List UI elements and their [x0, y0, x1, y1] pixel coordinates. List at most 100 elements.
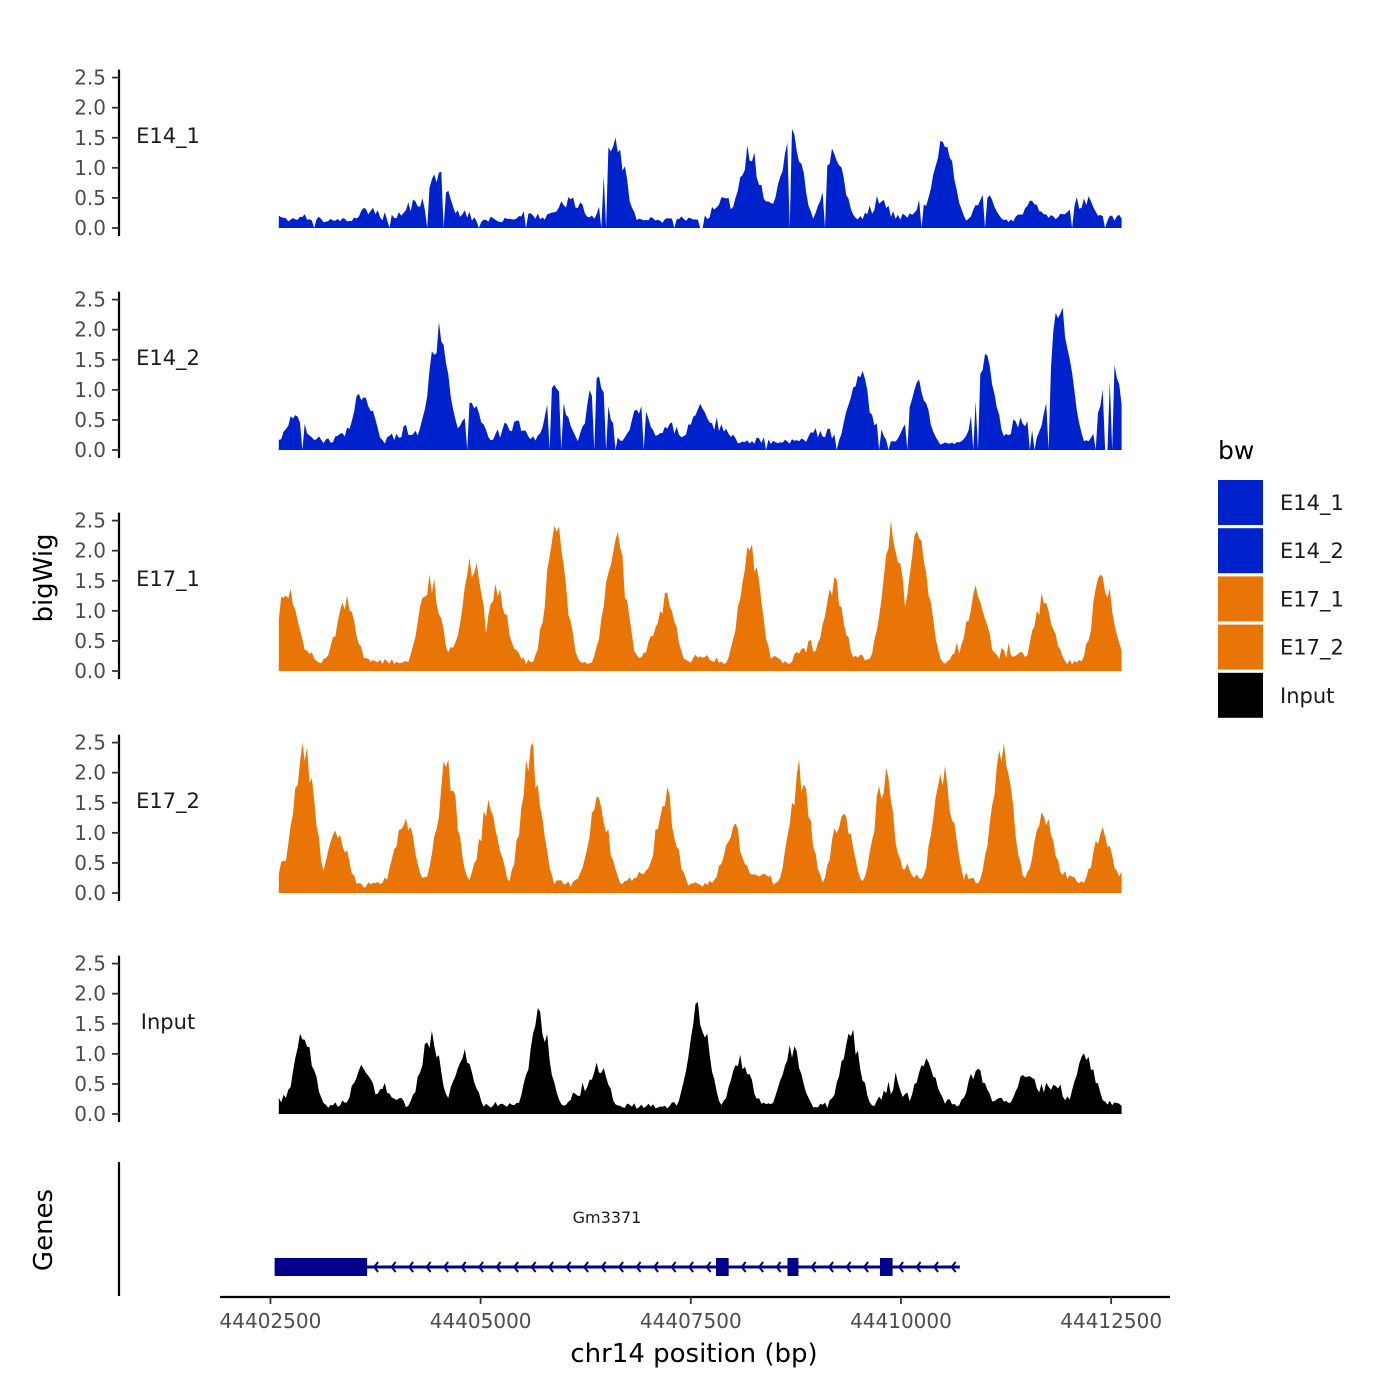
legend-label-Input: Input [1280, 684, 1334, 708]
signal-area-E17_1 [278, 520, 1122, 671]
track-label: E14_1 [136, 124, 200, 149]
strand-arrow [862, 1261, 869, 1273]
y-tick-label: 2.0 [74, 318, 106, 342]
legend-label-E17_1: E17_1 [1280, 587, 1344, 612]
legend-title: bw [1218, 436, 1254, 465]
y-tick-label: 2.5 [74, 66, 106, 90]
strand-arrow [530, 1261, 537, 1273]
gene-exon [716, 1258, 729, 1276]
strand-arrow [617, 1261, 624, 1273]
y-tick-label: 0.5 [74, 851, 106, 875]
legend-swatch-E17_2 [1218, 624, 1263, 670]
genes-panel-label: Genes [29, 1189, 59, 1271]
strand-arrow [547, 1261, 554, 1273]
legend-swatch-E17_1 [1218, 576, 1263, 622]
strand-arrow [407, 1261, 414, 1273]
x-tick-label: 44412500 [1060, 1309, 1162, 1333]
y-tick-label: 1.5 [74, 348, 106, 372]
strand-arrow [635, 1261, 642, 1273]
strand-arrow [425, 1261, 432, 1273]
strand-arrow [897, 1261, 904, 1273]
strand-arrow [565, 1261, 572, 1273]
strand-arrow [705, 1261, 712, 1273]
strand-arrow [600, 1261, 607, 1273]
strand-arrow [390, 1261, 397, 1273]
strand-arrow [495, 1261, 502, 1273]
strand-arrow [687, 1261, 694, 1273]
y-tick-label: 1.5 [74, 569, 106, 593]
signal-area-E14_1 [278, 128, 1122, 228]
strand-arrow [372, 1261, 379, 1273]
track-label: E17_1 [136, 567, 200, 592]
strand-arrow [740, 1261, 747, 1273]
strand-arrow [582, 1261, 589, 1273]
track-E14_1: 0.0 0.5 1.0 1.5 2.0 2.5 E14_1 [74, 66, 1122, 240]
track-Input: 0.0 0.5 1.0 1.5 2.0 2.5 Input [74, 952, 1122, 1126]
gene-exon [879, 1258, 893, 1276]
y-tick-label: 1.5 [74, 126, 106, 150]
y-tick-label: 2.0 [74, 761, 106, 785]
strand-arrow [845, 1261, 852, 1273]
tracks-layer: 0.0 0.5 1.0 1.5 2.0 2.5 E14_1 0.0 0.5 1.0 1.5 2.0 2.… [74, 66, 1122, 1126]
strand-arrow [442, 1261, 449, 1273]
strand-arrow [477, 1261, 484, 1273]
track-E14_2: 0.0 0.5 1.0 1.5 2.0 2.5 E14_2 [74, 288, 1122, 462]
x-tick-label: 44407500 [640, 1309, 742, 1333]
x-tick-label: 44410000 [850, 1309, 952, 1333]
x-axis-title: chr14 position (bp) [570, 1339, 817, 1369]
legend-swatch-E14_2 [1218, 528, 1263, 574]
legend-label-E14_1: E14_1 [1280, 491, 1344, 516]
y-tick-label: 2.5 [74, 509, 106, 533]
y-tick-label: 1.5 [74, 791, 106, 815]
y-tick-label: 1.0 [74, 1042, 106, 1066]
y-axis-title: bigWig [29, 533, 59, 622]
y-tick-label: 1.5 [74, 1012, 106, 1036]
x-axis: 44402500 44405000 44407500 44410000 44412500 [220, 1295, 1170, 1333]
track-E17_1: 0.0 0.5 1.0 1.5 2.0 2.5 E17_1 [74, 509, 1122, 683]
strand-arrow [827, 1261, 834, 1273]
y-tick-label: 1.0 [74, 378, 106, 402]
legend-swatch-Input [1218, 672, 1263, 718]
y-tick-label: 0.5 [74, 1072, 106, 1096]
y-tick-label: 0.0 [74, 659, 106, 683]
track-label: E14_2 [136, 346, 200, 371]
track-E17_2: 0.0 0.5 1.0 1.5 2.0 2.5 E17_2 [74, 731, 1122, 905]
legend-label-E14_2: E14_2 [1280, 539, 1344, 564]
y-tick-label: 1.0 [74, 821, 106, 845]
strand-arrow [670, 1261, 677, 1273]
strand-arrow [652, 1261, 659, 1273]
gene-exon [274, 1258, 368, 1276]
strand-arrow [915, 1261, 922, 1273]
legend: bw E14_1 E14_2 E17_1 E17_2 Input [1218, 436, 1344, 718]
genes-panel: Genes Gm3371 [29, 1162, 960, 1296]
x-tick-label: 44402500 [220, 1309, 322, 1333]
y-tick-label: 0.5 [74, 629, 106, 653]
strand-arrow [757, 1261, 764, 1273]
strand-arrow [512, 1261, 519, 1273]
y-tick-label: 0.0 [74, 881, 106, 905]
x-tick-label: 44405000 [430, 1309, 532, 1333]
y-tick-label: 0.5 [74, 408, 106, 432]
y-tick-label: 0.0 [74, 216, 106, 240]
y-tick-label: 1.0 [74, 599, 106, 623]
legend-swatch-E14_1 [1218, 480, 1263, 525]
y-tick-label: 0.0 [74, 1102, 106, 1126]
y-tick-label: 1.0 [74, 156, 106, 180]
y-tick-label: 0.0 [74, 438, 106, 462]
track-label: E17_2 [136, 789, 200, 814]
y-tick-label: 0.5 [74, 186, 106, 210]
strand-arrow [950, 1261, 957, 1273]
strand-arrow [810, 1261, 817, 1273]
y-tick-label: 2.0 [74, 96, 106, 120]
strand-arrow [460, 1261, 467, 1273]
signal-area-E14_2 [278, 307, 1122, 450]
strand-arrow [932, 1261, 939, 1273]
y-tick-label: 2.0 [74, 982, 106, 1006]
gene-exon [787, 1258, 799, 1276]
track-label: Input [141, 1010, 195, 1034]
gene-name-label: Gm3371 [573, 1208, 642, 1227]
y-tick-label: 2.5 [74, 952, 106, 976]
y-tick-label: 2.0 [74, 539, 106, 563]
strand-arrow [775, 1261, 782, 1273]
